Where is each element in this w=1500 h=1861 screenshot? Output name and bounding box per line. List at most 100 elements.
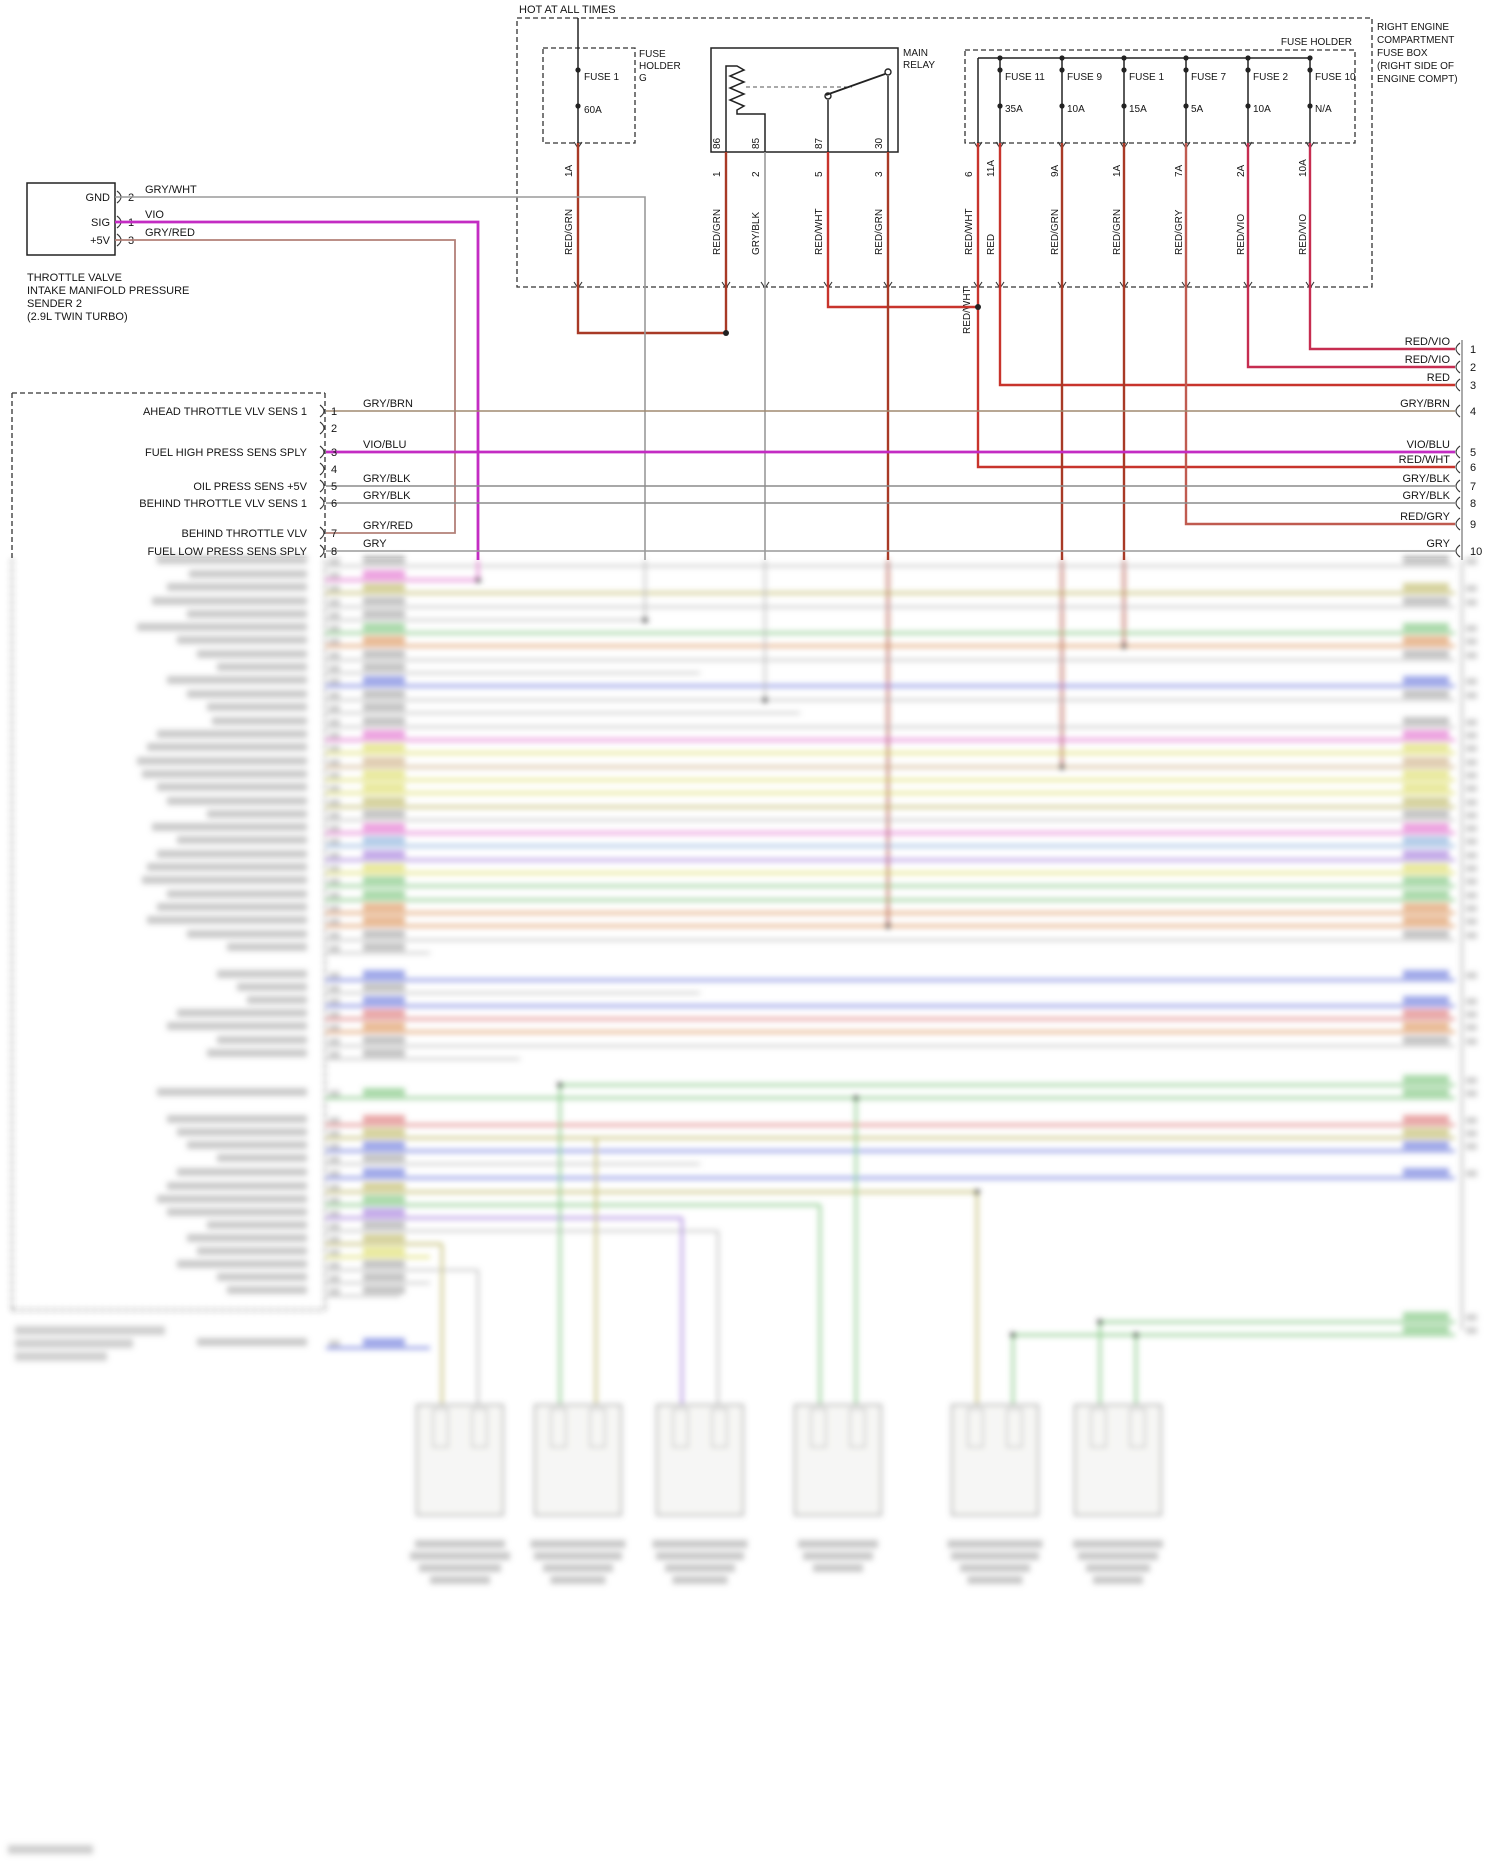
wire-red-11a <box>998 143 1455 387</box>
blurred-pin <box>329 799 340 806</box>
drop-num: 9A <box>1050 164 1061 177</box>
blurred-color-label <box>1403 783 1449 791</box>
component-connector <box>416 1404 504 1516</box>
blurred-signal-label <box>207 1221 307 1229</box>
blurred-component-label <box>534 1552 622 1560</box>
blurred-signal-label <box>157 730 307 738</box>
blurred-pin <box>329 1130 340 1137</box>
blurred-color-label <box>1403 1009 1449 1017</box>
blurred-signal-label <box>227 1286 307 1294</box>
blurred-pin <box>1466 972 1477 979</box>
blurred-signal-label <box>187 1234 307 1242</box>
hot-at-all-times-label: HOT AT ALL TIMES <box>519 4 616 16</box>
blurred-color-label <box>1403 1128 1449 1136</box>
blurred-color-label <box>1403 863 1449 871</box>
blurred-signal-label <box>157 850 307 858</box>
drop-color: RED/WHT <box>814 208 825 255</box>
component-pin-cavity <box>711 1408 728 1448</box>
sender-wire-color: GRY/RED <box>145 227 195 239</box>
sender-caption: SENDER 2 <box>27 298 82 310</box>
wire-color-label: RED/GRY <box>1400 511 1451 523</box>
blurred-color-label <box>363 1221 405 1229</box>
blurred-signal-label <box>157 783 307 791</box>
blurred-signal-label <box>167 1115 307 1123</box>
junction-dot <box>853 1095 859 1101</box>
blurred-color-label <box>1403 623 1449 631</box>
blurred-signal-label <box>142 876 307 884</box>
blurred-color-label <box>363 730 405 738</box>
blurred-pin <box>329 1275 340 1282</box>
blurred-color-label <box>1403 850 1449 858</box>
blurred-color-label <box>363 930 405 938</box>
blurred-signal-label <box>167 797 307 805</box>
blurred-pin <box>329 572 340 579</box>
blurred-signal-label <box>197 650 307 658</box>
pin-number: 3 <box>1470 380 1476 392</box>
blurred-component-label <box>967 1576 1023 1584</box>
blurred-pin <box>1466 892 1477 899</box>
blurred-pin <box>329 1156 340 1163</box>
blurred-pin <box>1466 1077 1477 1084</box>
wire-color-label: VIO/BLU <box>1407 439 1450 451</box>
blurred-pin <box>329 905 340 912</box>
blurred-pin <box>329 625 340 632</box>
wire-color-label: RED/VIO <box>1405 354 1451 366</box>
blurred-signal-label <box>177 1168 307 1176</box>
blurred-pin <box>1466 638 1477 645</box>
pin-number: 8 <box>1470 498 1476 510</box>
blurred-color-label <box>363 650 405 658</box>
blurred-component-label <box>543 1564 613 1572</box>
blurred-signal-label <box>177 1128 307 1136</box>
blurred-signal-label <box>197 1338 307 1346</box>
blurred-signal-label <box>167 676 307 684</box>
signal-label: BEHIND THROTTLE VLV SENS 1 <box>139 498 307 510</box>
wire-gry-wht-gnd <box>115 196 646 560</box>
pin-number: 6 <box>331 498 337 510</box>
blurred-pin <box>1466 825 1477 832</box>
blurred-color-label <box>363 996 405 1004</box>
fuse-amp: 35A <box>1005 104 1023 115</box>
blurred-pin <box>329 772 340 779</box>
blurred-signal-label <box>217 1036 307 1044</box>
wire-color-label: GRY <box>1426 538 1450 550</box>
blurred-color-label <box>363 1182 405 1190</box>
blurred-text-block <box>15 1352 107 1361</box>
blurred-pin <box>1466 865 1477 872</box>
right-edge-connector: RED/VIO 1 RED/VIO 2 RED 3 GRY/BRN 4 VIO/… <box>1399 336 1482 560</box>
blurred-signal-label <box>152 597 307 605</box>
blurred-color-label <box>1403 916 1449 924</box>
drop-num: 11A <box>986 160 997 177</box>
blurred-pin <box>329 1170 340 1177</box>
blurred-color-label <box>363 717 405 725</box>
fuse-holder-outline <box>964 49 1356 144</box>
blurred-pin <box>329 1117 340 1124</box>
fuse-holder-g-label: G <box>639 73 647 84</box>
blurred-pin <box>329 638 340 645</box>
right-edge-pin-arcs <box>1455 342 1461 558</box>
blurred-color-label <box>1403 650 1449 658</box>
sender-caption: (2.9L TWIN TURBO) <box>27 311 128 323</box>
blurred-color-label <box>363 903 405 911</box>
blurred-color-label <box>363 583 405 591</box>
blurred-color-label <box>363 770 405 778</box>
blurred-signal-label <box>157 556 307 564</box>
blurred-pin <box>1466 759 1477 766</box>
blurred-component-label <box>415 1540 505 1548</box>
blurred-signal-label <box>212 717 307 725</box>
wire-color-label: RED/VIO <box>1405 336 1451 348</box>
blurred-color-label <box>363 916 405 924</box>
blurred-color-label <box>1403 1325 1449 1333</box>
component-connector <box>1074 1404 1162 1516</box>
blurred-signal-label <box>177 836 307 844</box>
pin-number: 4 <box>1470 406 1476 418</box>
blurred-signal-label <box>187 1141 307 1149</box>
blurred-component-label <box>951 1552 1039 1560</box>
fuse-9: FUSE 9 10A <box>1059 55 1102 143</box>
power-wires <box>576 143 1455 560</box>
blurred-color-label <box>363 983 405 991</box>
blurred-component-label <box>665 1564 735 1572</box>
blurred-signal-label <box>177 1260 307 1268</box>
blurred-color-label <box>363 863 405 871</box>
blurred-signal-label <box>147 743 307 751</box>
